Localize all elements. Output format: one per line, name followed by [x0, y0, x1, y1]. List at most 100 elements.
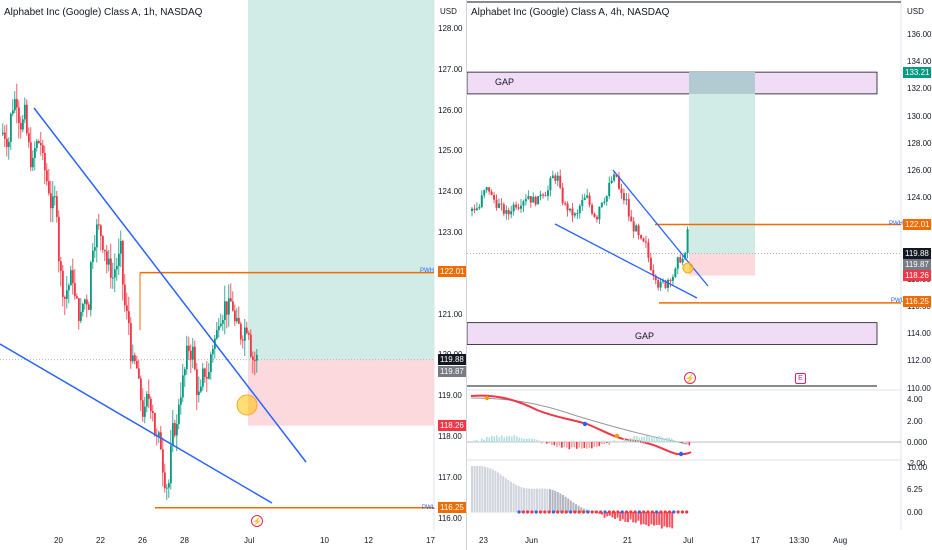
osc1-histogram-bar	[483, 439, 486, 443]
candle	[154, 413, 156, 436]
osc2-bar	[512, 483, 515, 513]
price-tick: 114.00	[907, 329, 931, 339]
candle	[573, 213, 576, 216]
osc1-histogram-bar	[668, 437, 671, 443]
currency-label: USD	[907, 7, 924, 16]
candle	[647, 242, 650, 258]
osc1-histogram-bar	[588, 442, 591, 448]
candle	[559, 175, 562, 188]
stop-price-tag: 118.26	[903, 270, 931, 281]
osc1-main-line	[470, 394, 692, 456]
osc2-dot	[663, 510, 667, 514]
candle	[130, 323, 132, 362]
osc1-histogram-bar	[531, 438, 533, 443]
candle	[142, 400, 144, 417]
candle	[102, 236, 104, 250]
candle	[588, 195, 591, 205]
price-chart-1h[interactable]	[0, 0, 466, 550]
candle	[571, 208, 574, 216]
osc1-histogram-bar	[628, 438, 631, 443]
chart-title: Alphabet Inc (Google) Class A, 1h, NASDA…	[4, 7, 203, 18]
price-tick: 136.00	[907, 30, 932, 39]
candle	[605, 195, 608, 202]
candle	[637, 225, 640, 236]
upper-trendline	[33, 107, 307, 463]
osc2-bar	[515, 484, 518, 513]
candle	[74, 283, 76, 297]
candle	[512, 204, 515, 212]
candle	[124, 284, 126, 306]
osc1-histogram-bar	[491, 435, 493, 443]
target-zone	[248, 0, 434, 360]
candle	[170, 445, 172, 484]
osc2-bar	[494, 470, 497, 513]
osc2-dot	[607, 510, 611, 514]
candle	[635, 225, 638, 232]
target-gap-overlap	[689, 71, 755, 94]
osc2-dot	[573, 510, 577, 514]
osc1-histogram-bar	[486, 436, 488, 443]
candle	[642, 238, 645, 242]
candle	[473, 208, 476, 211]
candle	[620, 188, 623, 193]
earnings-icon[interactable]: E	[795, 373, 806, 384]
osc2-bar	[585, 509, 588, 513]
candle	[534, 196, 537, 205]
pwl-label: PWL	[422, 505, 436, 511]
osc2-bar	[640, 512, 642, 525]
candle	[184, 369, 186, 376]
chart-pane-4h[interactable]: Alphabet Inc (Google) Class A, 4h, NASDA…	[466, 0, 932, 550]
candle	[54, 196, 56, 198]
candle	[544, 195, 547, 197]
chart-pane-1h[interactable]: Alphabet Inc (Google) Class A, 1h, NASDA…	[0, 0, 466, 550]
osc1-histogram-bar	[561, 442, 563, 448]
osc2-dot	[646, 510, 650, 514]
candle	[64, 296, 66, 299]
candle	[232, 301, 234, 311]
candle	[493, 195, 496, 200]
osc2-bar	[510, 481, 512, 513]
osc1-histogram-bar	[546, 442, 548, 444]
candle	[30, 142, 32, 168]
candle	[28, 133, 30, 143]
osc2-bar	[572, 502, 575, 513]
candle	[524, 199, 527, 202]
candle	[674, 268, 677, 277]
candle	[502, 204, 505, 214]
osc2-dot	[659, 510, 663, 514]
candle	[649, 257, 652, 270]
candle	[542, 194, 545, 196]
candle	[90, 262, 92, 310]
osc1-histogram-bar	[598, 442, 601, 447]
osc2-dot	[569, 510, 573, 514]
last-price-tag: 119.88	[903, 248, 931, 259]
candle	[515, 204, 518, 208]
candle	[36, 141, 38, 148]
osc2-bar	[647, 512, 650, 527]
candle	[118, 253, 120, 267]
time-tick: 28	[180, 536, 189, 545]
osc2-bar	[666, 512, 668, 528]
osc1-cross-dot	[484, 395, 490, 401]
candle	[490, 191, 493, 196]
osc1-histogram-bar	[476, 440, 478, 443]
osc2-bar	[549, 489, 551, 513]
candle	[194, 346, 196, 370]
candle	[114, 269, 116, 278]
osc2-bar	[507, 480, 510, 513]
osc1-histogram-bar	[638, 437, 641, 443]
candle	[34, 147, 36, 158]
candle	[50, 193, 52, 209]
osc2-bar	[637, 512, 640, 521]
osc2-bar	[484, 466, 486, 513]
candle	[148, 394, 150, 399]
time-tick: 10	[320, 536, 329, 545]
lightning-icon[interactable]: ⚡	[251, 515, 263, 527]
osc1-histogram-bar	[503, 437, 506, 443]
osc1-histogram-bar	[551, 442, 553, 446]
lightning-icon[interactable]: ⚡	[684, 372, 696, 384]
price-chart-4h[interactable]	[467, 0, 932, 550]
osc1-histogram-bar	[533, 439, 536, 443]
candle	[576, 213, 579, 215]
candle	[140, 378, 142, 401]
